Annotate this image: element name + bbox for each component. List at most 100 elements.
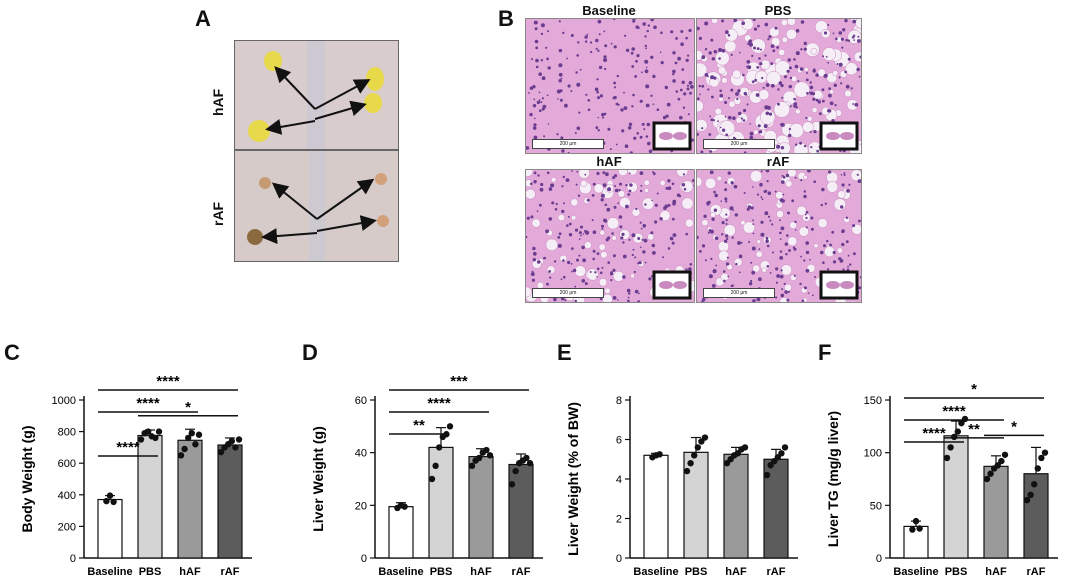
- nucleus: [707, 231, 710, 234]
- nucleus: [827, 109, 831, 113]
- nucleus: [534, 20, 538, 25]
- nucleus: [622, 254, 627, 259]
- y-tick-label: 50: [870, 500, 882, 512]
- nucleus: [852, 103, 854, 105]
- nucleus: [793, 102, 798, 106]
- nucleus: [809, 130, 812, 133]
- nucleus: [687, 113, 690, 116]
- nucleus: [574, 299, 577, 302]
- nucleus: [765, 111, 770, 116]
- nucleus: [752, 186, 754, 188]
- nucleus: [780, 293, 785, 298]
- nucleus: [542, 104, 547, 109]
- nucleus: [719, 93, 724, 98]
- nucleus: [724, 181, 727, 184]
- nucleus: [788, 66, 792, 70]
- nucleus: [820, 203, 823, 207]
- nucleus: [567, 215, 570, 218]
- nucleus: [644, 261, 647, 264]
- x-tick-label: PBS: [685, 566, 708, 578]
- nucleus: [700, 150, 704, 153]
- nucleus: [581, 245, 585, 250]
- nucleus: [627, 296, 630, 299]
- nucleus: [813, 180, 816, 183]
- nucleus: [692, 179, 694, 183]
- data-point: [468, 462, 476, 470]
- lipid-vacuole: [750, 170, 763, 183]
- lipid-vacuole: [837, 190, 846, 199]
- lipid-vacuole: [606, 217, 620, 230]
- nucleus: [584, 229, 588, 233]
- nucleus: [801, 299, 805, 302]
- nucleus: [740, 117, 743, 120]
- nucleus: [669, 236, 674, 241]
- nucleus: [714, 236, 719, 240]
- nucleus: [758, 57, 761, 60]
- nucleus: [541, 76, 546, 81]
- nucleus: [759, 62, 763, 66]
- lipid-vacuole: [795, 108, 801, 115]
- lipid-vacuole: [778, 142, 791, 153]
- nucleus: [682, 173, 685, 176]
- histology-baseline: 200 μm: [525, 18, 695, 154]
- nucleus: [845, 84, 850, 89]
- nucleus: [606, 207, 611, 212]
- nucleus: [536, 210, 539, 212]
- nucleus: [577, 41, 580, 44]
- lipid-vacuole: [734, 258, 743, 267]
- nucleus: [632, 93, 635, 97]
- bar-haf: [177, 439, 203, 559]
- nucleus: [541, 97, 545, 100]
- lipid-vacuole: [593, 183, 604, 194]
- nucleus: [750, 279, 753, 283]
- nucleus: [795, 143, 798, 146]
- lipid-vacuole: [803, 67, 809, 72]
- data-point: [137, 436, 145, 443]
- lipid-vacuole: [770, 37, 781, 47]
- nucleus: [738, 111, 742, 116]
- nucleus: [857, 35, 860, 38]
- nucleus: [591, 219, 594, 222]
- data-point: [781, 444, 789, 451]
- nucleus: [609, 148, 612, 151]
- nucleus: [784, 242, 788, 246]
- nucleus: [538, 99, 541, 101]
- nucleus: [563, 275, 566, 279]
- nucleus: [645, 103, 650, 108]
- nucleus: [597, 129, 600, 132]
- nucleus: [787, 58, 791, 62]
- nucleus: [548, 270, 551, 273]
- nucleus: [698, 36, 702, 40]
- nucleus: [596, 252, 600, 256]
- nucleus: [594, 271, 597, 274]
- nucleus: [619, 225, 623, 229]
- nucleus: [749, 123, 751, 125]
- data-point: [954, 428, 961, 435]
- nucleus: [724, 197, 728, 201]
- lipid-vacuole: [697, 176, 703, 187]
- nucleus: [553, 297, 557, 302]
- nucleus: [781, 174, 784, 177]
- nucleus: [810, 227, 814, 231]
- nucleus: [764, 22, 769, 27]
- nucleus: [841, 183, 845, 187]
- lipid-vacuole: [715, 50, 730, 66]
- significance-label: ****: [942, 403, 966, 420]
- nucleus: [697, 235, 699, 240]
- nucleus: [670, 30, 674, 34]
- nucleus: [824, 202, 827, 205]
- nucleus: [779, 274, 784, 279]
- nucleus: [558, 232, 562, 236]
- nucleus: [805, 216, 808, 220]
- nucleus: [596, 90, 599, 94]
- lipid-vacuole: [598, 278, 608, 287]
- nucleus: [639, 99, 643, 103]
- nucleus: [787, 211, 790, 215]
- lipid-vacuole: [531, 218, 541, 228]
- nucleus: [767, 191, 772, 195]
- nucleus: [587, 99, 591, 102]
- nucleus: [545, 46, 548, 49]
- data-point: [763, 471, 771, 479]
- lipid-vacuole: [701, 219, 709, 227]
- nucleus: [763, 190, 767, 193]
